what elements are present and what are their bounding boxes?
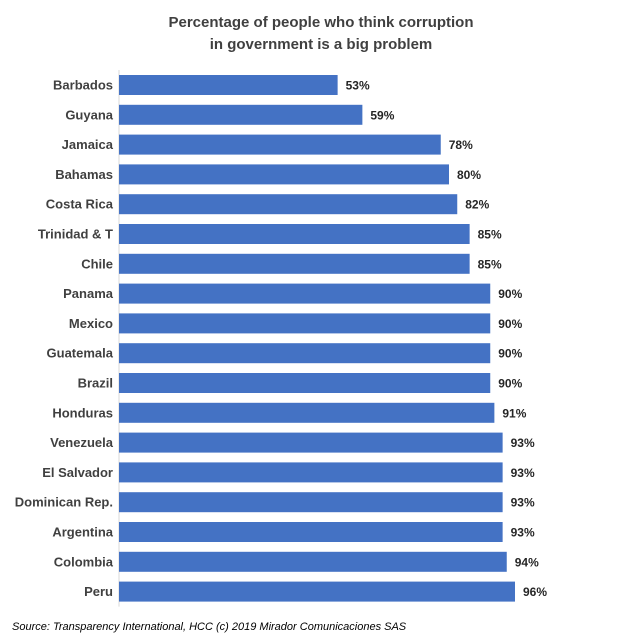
bars: Barbados 53% Guyana 59% Jamaica 78% Bahamas 80%… [15, 75, 547, 602]
bar [119, 373, 491, 393]
bar [119, 104, 363, 125]
data-label: 59% [370, 108, 394, 122]
category-label: Argentina [52, 525, 113, 540]
data-label: 93% [511, 436, 535, 450]
category-label: Trinidad & T [38, 227, 113, 242]
data-label: 93% [511, 466, 535, 480]
bar [119, 402, 495, 423]
bar [119, 492, 503, 513]
category-label: Colombia [54, 554, 114, 569]
data-label: 90% [498, 347, 522, 361]
bar [119, 343, 491, 364]
category-label: Jamaica [62, 137, 114, 152]
category-label: Bahamas [55, 167, 113, 182]
data-label: 53% [346, 79, 370, 93]
bar [119, 551, 507, 572]
category-label: Costa Rica [46, 197, 114, 212]
chart-title-line-2: in government is a big problem [210, 36, 433, 53]
data-label: 91% [502, 406, 526, 420]
category-label: Honduras [52, 405, 113, 420]
bar [119, 75, 338, 95]
data-label: 90% [498, 317, 522, 331]
data-label: 96% [523, 585, 547, 599]
bar [119, 253, 470, 274]
category-label: Guyana [65, 107, 113, 122]
category-label: Mexico [69, 316, 113, 331]
bar [119, 522, 503, 542]
bar [119, 432, 503, 453]
bar [119, 134, 441, 155]
category-label: Panama [63, 286, 114, 301]
category-label: Guatemala [47, 346, 114, 361]
bar [119, 164, 449, 185]
category-label: Peru [84, 584, 113, 599]
category-label: Chile [81, 256, 113, 271]
bar [119, 194, 458, 215]
data-label: 80% [457, 168, 481, 182]
category-label: El Salvador [42, 465, 113, 480]
data-label: 93% [511, 496, 535, 510]
bar [119, 581, 515, 602]
bar [119, 462, 503, 483]
data-label: 82% [465, 198, 489, 212]
category-label: Brazil [78, 376, 113, 391]
data-label: 94% [515, 555, 539, 569]
bar [119, 283, 491, 304]
data-label: 93% [511, 526, 535, 540]
bar [119, 313, 491, 334]
data-label: 85% [478, 228, 502, 242]
category-label: Barbados [53, 78, 113, 93]
bar [119, 224, 470, 244]
data-label: 90% [498, 377, 522, 391]
chart-title-line-1: Percentage of people who think corruptio… [168, 14, 473, 31]
data-label: 90% [498, 287, 522, 301]
data-label: 78% [449, 138, 473, 152]
category-label: Dominican Rep. [15, 495, 113, 510]
data-label: 85% [478, 257, 502, 271]
category-label: Venezuela [50, 435, 114, 450]
source-note: Source: Transparency International, HCC … [12, 621, 407, 633]
